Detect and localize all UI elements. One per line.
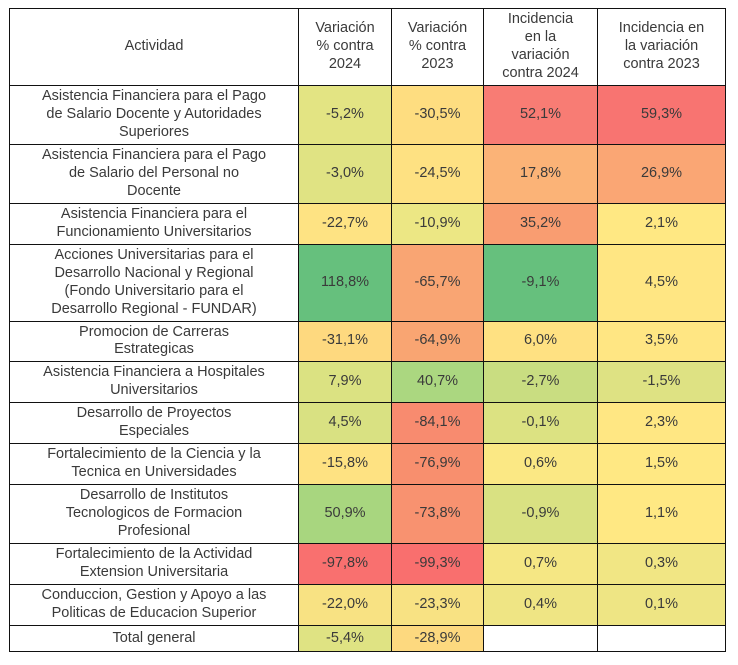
value-cell: 4,5% [298, 402, 392, 445]
table-row: Asistencia Financiera para el Pago de Sa… [9, 84, 726, 145]
empty-cell [483, 625, 598, 653]
table-row: Asistencia Financiera a Hospitales Unive… [9, 361, 726, 404]
table-row: Fortalecimiento de la Actividad Extensio… [9, 543, 726, 586]
column-header-actividad: Actividad [9, 8, 299, 86]
value-cell: -28,9% [391, 625, 484, 653]
value-cell: -2,7% [483, 361, 598, 404]
activity-cell: Promocion de Carreras Estrategicas [9, 320, 299, 363]
header-row: Actividad Variación % contra 2024 Variac… [9, 8, 726, 86]
value-cell: -97,8% [298, 543, 392, 586]
value-cell: 1,5% [597, 443, 726, 486]
activity-label: Asistencia Financiera para el Pago de Sa… [41, 146, 267, 199]
table-row: Promocion de Carreras Estrategicas -31,1%… [9, 320, 726, 363]
table-row: Asistencia Financiera para el Funcionami… [9, 202, 726, 245]
activity-label: Fortalecimiento de la Ciencia y la Tecni… [47, 446, 261, 481]
activity-cell: Asistencia Financiera para el Funcionami… [9, 202, 299, 245]
table-row: Fortalecimiento de la Ciencia y la Tecni… [9, 443, 726, 486]
value-cell: 0,1% [597, 584, 726, 627]
value-cell: -5,2% [298, 84, 392, 145]
column-header-label: Incidencia en la variación contra 2023 [618, 19, 705, 72]
value-cell: -0,9% [483, 484, 598, 545]
value-cell: -3,0% [298, 143, 392, 204]
activity-cell: Desarrollo de Proyectos Especiales [9, 402, 299, 445]
column-header-label: Variación % contra 2023 [407, 19, 468, 72]
activity-label: Conduccion, Gestion y Apoyo a las Politi… [41, 587, 267, 622]
activity-variation-table: Actividad Variación % contra 2024 Variac… [9, 8, 726, 653]
value-cell: -84,1% [391, 402, 484, 445]
value-cell: 4,5% [597, 243, 726, 322]
value-cell: -0,1% [483, 402, 598, 445]
column-header-variacion-2024: Variación % contra 2024 [298, 8, 392, 86]
value-cell: 118,8% [298, 243, 392, 322]
value-cell: 0,6% [483, 443, 598, 486]
value-cell: 3,5% [597, 320, 726, 363]
value-cell: 40,7% [391, 361, 484, 404]
value-cell: 0,4% [483, 584, 598, 627]
value-cell: 26,9% [597, 143, 726, 204]
value-cell: 2,3% [597, 402, 726, 445]
value-cell: 1,1% [597, 484, 726, 545]
column-header-label: Actividad [124, 37, 184, 54]
value-cell: -64,9% [391, 320, 484, 363]
value-cell: -31,1% [298, 320, 392, 363]
total-row: Total general -5,4% -28,9% [9, 625, 726, 653]
table-row: Desarrollo de Institutos Tecnologicos de… [9, 484, 726, 545]
activity-label: Asistencia Financiera para el Pago de Sa… [41, 87, 267, 140]
value-cell: -22,7% [298, 202, 392, 245]
value-cell: -5,4% [298, 625, 392, 653]
empty-cell [597, 625, 726, 653]
table-body: Asistencia Financiera para el Pago de Sa… [9, 84, 726, 653]
value-cell: -15,8% [298, 443, 392, 486]
value-cell: 35,2% [483, 202, 598, 245]
activity-cell: Asistencia Financiera para el Pago de Sa… [9, 84, 299, 145]
value-cell: 6,0% [483, 320, 598, 363]
activity-cell: Asistencia Financiera a Hospitales Unive… [9, 361, 299, 404]
activity-cell: Fortalecimiento de la Actividad Extensio… [9, 543, 299, 586]
activity-label: Desarrollo de Institutos Tecnologicos de… [65, 487, 243, 540]
value-cell: 0,3% [597, 543, 726, 586]
table-row: Acciones Universitarias para el Desarrol… [9, 243, 726, 322]
value-cell: -30,5% [391, 84, 484, 145]
value-cell: 7,9% [298, 361, 392, 404]
table-row: Desarrollo de Proyectos Especiales 4,5% -8… [9, 402, 726, 445]
column-header-incidencia-2023: Incidencia en la variación contra 2023 [597, 8, 726, 86]
value-cell: -24,5% [391, 143, 484, 204]
activity-label: Promocion de Carreras Estrategicas [79, 323, 229, 358]
activity-label: Total general [112, 629, 196, 646]
activity-label: Acciones Universitarias para el Desarrol… [51, 246, 257, 317]
value-cell: -23,3% [391, 584, 484, 627]
value-cell: 50,9% [298, 484, 392, 545]
column-header-incidencia-2024: Incidencia en la variación contra 2024 [483, 8, 598, 86]
activity-label: Asistencia Financiera para el Funcionami… [56, 205, 252, 240]
value-cell: -10,9% [391, 202, 484, 245]
activity-cell: Fortalecimiento de la Ciencia y la Tecni… [9, 443, 299, 486]
activity-label: Asistencia Financiera a Hospitales Unive… [43, 364, 265, 399]
column-header-label: Incidencia en la variación contra 2024 [502, 11, 579, 81]
value-cell: -1,5% [597, 361, 726, 404]
value-cell: 0,7% [483, 543, 598, 586]
table-row: Asistencia Financiera para el Pago de Sa… [9, 143, 726, 204]
value-cell: -22,0% [298, 584, 392, 627]
value-cell: -73,8% [391, 484, 484, 545]
value-cell: 17,8% [483, 143, 598, 204]
activity-cell: Desarrollo de Institutos Tecnologicos de… [9, 484, 299, 545]
activity-label: Desarrollo de Proyectos Especiales [76, 405, 232, 440]
value-cell: -65,7% [391, 243, 484, 322]
column-header-label: Variación % contra 2024 [315, 19, 375, 72]
activity-cell: Asistencia Financiera para el Pago de Sa… [9, 143, 299, 204]
value-cell: 59,3% [597, 84, 726, 145]
value-cell: 52,1% [483, 84, 598, 145]
activity-cell: Conduccion, Gestion y Apoyo a las Politi… [9, 584, 299, 627]
activity-label: Fortalecimiento de la Actividad Extensio… [55, 546, 253, 581]
value-cell: -9,1% [483, 243, 598, 322]
table-row: Conduccion, Gestion y Apoyo a las Politi… [9, 584, 726, 627]
value-cell: -99,3% [391, 543, 484, 586]
activity-cell: Acciones Universitarias para el Desarrol… [9, 243, 299, 322]
table-header: Actividad Variación % contra 2024 Variac… [9, 8, 726, 86]
activity-cell: Total general [9, 625, 299, 653]
value-cell: 2,1% [597, 202, 726, 245]
value-cell: -76,9% [391, 443, 484, 486]
column-header-variacion-2023: Variación % contra 2023 [391, 8, 484, 86]
